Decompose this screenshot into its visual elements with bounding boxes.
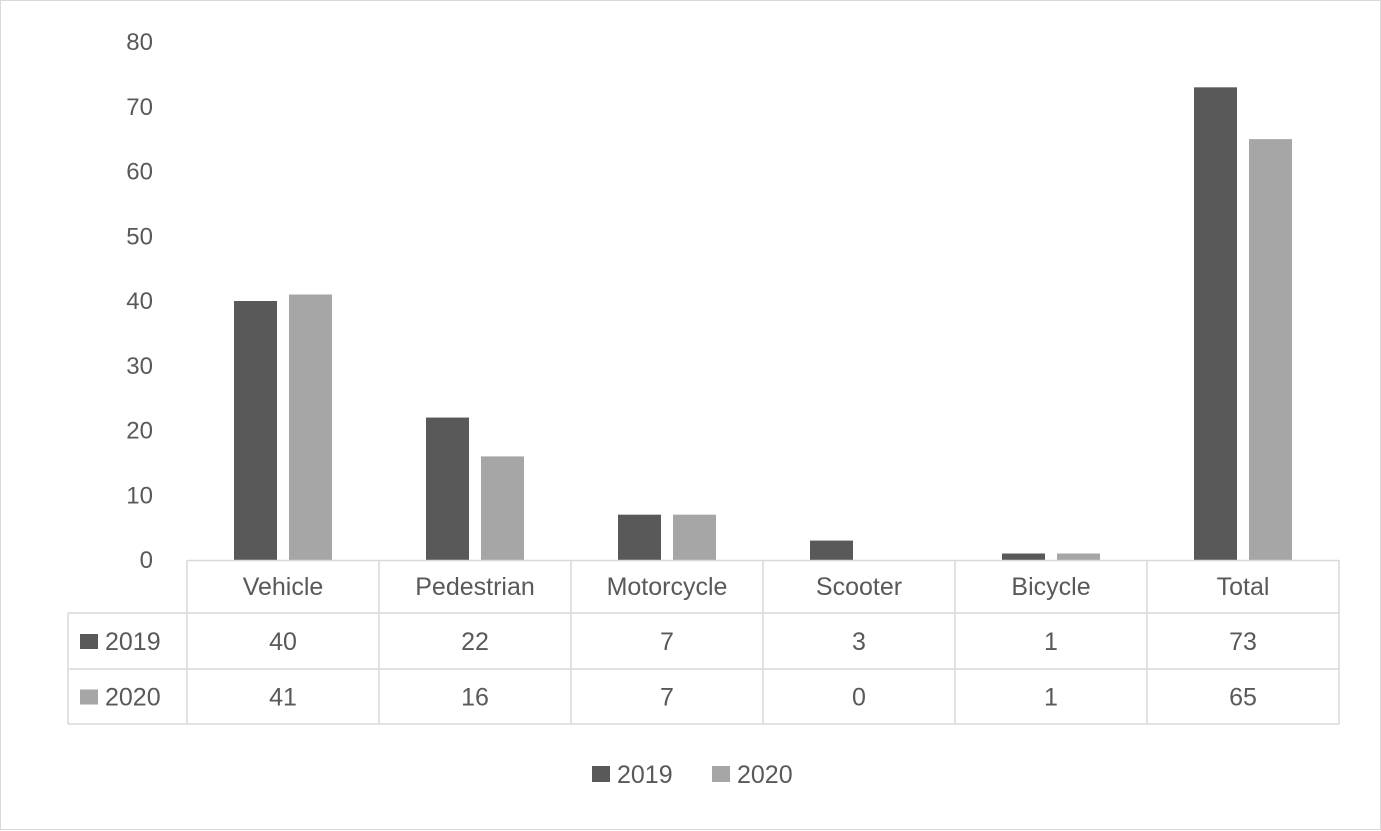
legend-key-2020 [712,766,730,782]
category-label: Bicycle [1011,573,1090,601]
data-table-value: 7 [660,684,674,712]
legend-label: 2020 [737,761,793,789]
data-table-value: 41 [269,684,297,712]
y-tick-label: 60 [126,159,153,186]
bar-2019-scooter [810,540,853,560]
data-table-value: 1 [1044,684,1058,712]
bar-2019-total [1194,87,1237,560]
bar-2019-pedestrian [426,417,469,560]
row-series-label: 2019 [105,628,161,656]
y-tick-label: 0 [140,547,153,574]
data-table-value: 1 [1044,628,1058,656]
y-tick-label: 10 [126,482,153,509]
y-tick-label: 30 [126,353,153,380]
bar-2019-bicycle [1002,553,1045,560]
row-legend-key-2020 [80,689,98,705]
data-table-value: 3 [852,628,866,656]
y-tick-label: 70 [126,94,153,121]
legend-key-2019 [592,766,610,782]
category-label: Pedestrian [415,573,535,601]
data-table-value: 40 [269,628,297,656]
category-label: Motorcycle [607,573,728,601]
data-table-value: 0 [852,684,866,712]
bar-2019-vehicle [234,301,277,560]
category-label: Vehicle [243,573,324,601]
y-tick-label: 20 [126,418,153,445]
legend-label: 2019 [617,761,673,789]
data-table-value: 65 [1229,684,1257,712]
bar-2020-total [1249,139,1292,560]
bar-2020-bicycle [1057,553,1100,560]
data-table-value: 16 [461,684,489,712]
y-tick-label: 80 [126,29,153,56]
bar-2019-motorcycle [618,514,661,560]
y-tick-label: 50 [126,223,153,250]
category-label: Total [1217,573,1270,601]
category-label: Scooter [816,573,902,601]
row-series-label: 2020 [105,684,161,712]
data-table-value: 73 [1229,628,1257,656]
bar-2020-pedestrian [481,456,524,560]
data-table-value: 22 [461,628,489,656]
bar-2020-vehicle [289,294,332,560]
y-tick-label: 40 [126,288,153,315]
data-table-value: 7 [660,628,674,656]
bar-2020-motorcycle [673,514,716,560]
row-legend-key-2019 [80,634,98,649]
